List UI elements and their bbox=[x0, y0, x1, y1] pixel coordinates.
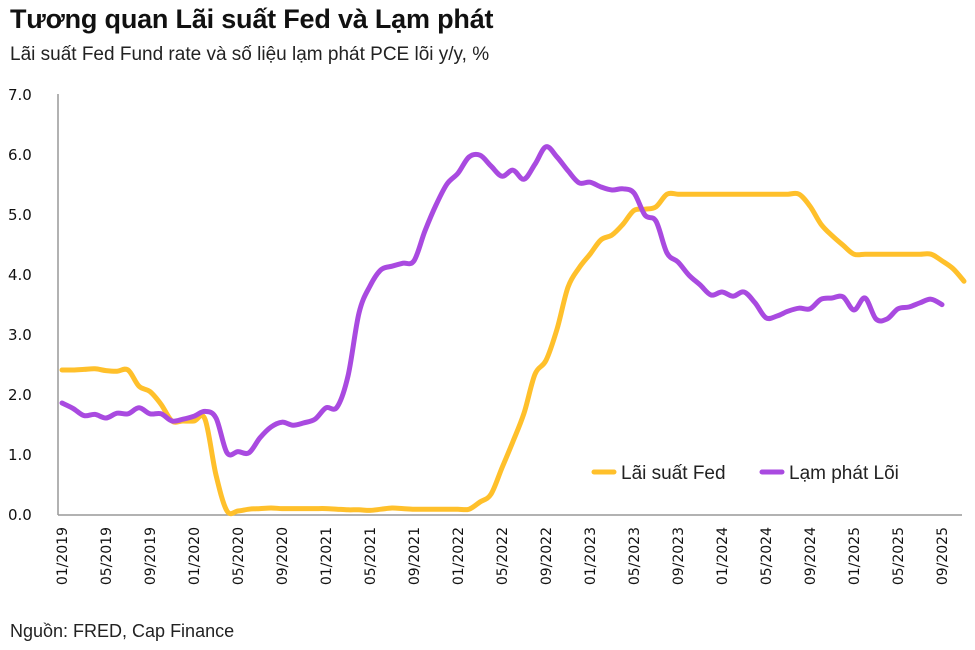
chart-subtitle: Lãi suất Fed Fund rate và số liệu lạm ph… bbox=[10, 44, 490, 65]
x-tick-label: 01/2025 bbox=[847, 527, 863, 585]
x-tick-label: 09/2021 bbox=[407, 527, 423, 585]
y-tick-label: 6.0 bbox=[8, 146, 32, 164]
x-tick-label: 09/2024 bbox=[803, 527, 819, 585]
x-tick-label: 01/2022 bbox=[451, 527, 467, 585]
y-tick-label: 7.0 bbox=[8, 86, 32, 104]
source-note: Nguồn: FRED, Cap Finance bbox=[10, 621, 235, 641]
y-tick-label: 5.0 bbox=[8, 206, 32, 224]
y-tick-label: 0.0 bbox=[8, 506, 32, 524]
x-axis-ticks: 01/2019 05/2019 09/2019 01/2020 05/2020 09/20… bbox=[55, 527, 951, 585]
x-tick-label: 09/2025 bbox=[935, 527, 951, 585]
x-tick-label: 09/2019 bbox=[143, 527, 159, 585]
legend-label-fed-rate: Lãi suất Fed bbox=[621, 463, 726, 484]
x-tick-label: 01/2019 bbox=[55, 527, 71, 585]
x-tick-label: 01/2023 bbox=[583, 527, 599, 585]
x-tick-label: 05/2024 bbox=[759, 527, 775, 585]
y-axis-ticks: 0.0 1.0 2.0 3.0 4.0 5.0 6.0 7.0 bbox=[8, 86, 32, 524]
y-tick-label: 1.0 bbox=[8, 446, 32, 464]
x-tick-label: 05/2021 bbox=[363, 527, 379, 585]
y-tick-label: 3.0 bbox=[8, 326, 32, 344]
x-tick-label: 09/2022 bbox=[539, 527, 555, 585]
y-tick-label: 4.0 bbox=[8, 266, 32, 284]
legend: Lãi suất Fed Lạm phát Lõi bbox=[591, 463, 899, 484]
y-tick-label: 2.0 bbox=[8, 386, 32, 404]
legend-label-core-pce: Lạm phát Lõi bbox=[789, 463, 899, 484]
x-tick-label: 01/2021 bbox=[319, 527, 335, 585]
x-tick-label: 09/2020 bbox=[275, 527, 291, 585]
x-tick-label: 05/2025 bbox=[891, 527, 907, 585]
series-line-fed-rate bbox=[59, 190, 967, 517]
x-tick-label: 01/2024 bbox=[715, 527, 731, 585]
x-tick-label: 05/2019 bbox=[99, 527, 115, 585]
x-tick-label: 05/2023 bbox=[627, 527, 643, 585]
x-tick-label: 05/2022 bbox=[495, 527, 511, 585]
series-line-core-pce bbox=[59, 144, 945, 458]
x-tick-label: 05/2020 bbox=[231, 527, 247, 585]
x-tick-label: 09/2023 bbox=[671, 527, 687, 585]
chart-title: Tương quan Lãi suất Fed và Lạm phát bbox=[10, 4, 494, 34]
x-tick-label: 01/2020 bbox=[187, 527, 203, 585]
